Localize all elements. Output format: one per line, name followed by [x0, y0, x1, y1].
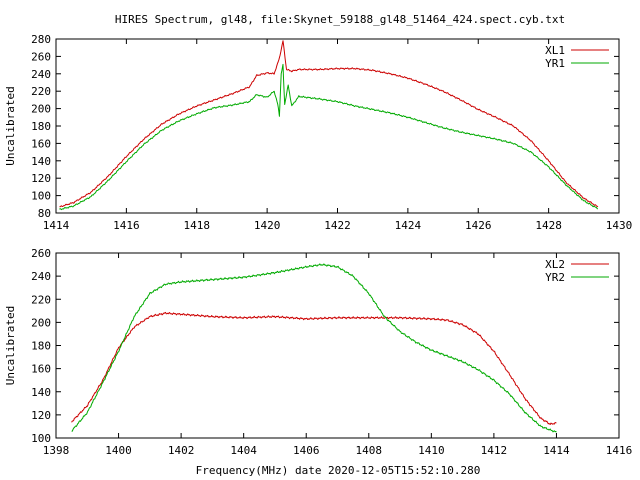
x-tick-label: 1406 — [293, 444, 320, 457]
x-tick-label: 1400 — [105, 444, 132, 457]
plot-frame — [55, 38, 620, 214]
plot-frame — [55, 252, 620, 439]
x-tick-label: 1402 — [168, 444, 195, 457]
x-tick-label: 1416 — [606, 444, 633, 457]
x-tick-label: 1414 — [43, 219, 70, 232]
x-axis-label: Frequency(MHz) date 2020-12-05T15:52:10.… — [196, 464, 481, 477]
y-tick-label: 240 — [31, 68, 51, 81]
x-tick-label: 1408 — [356, 444, 383, 457]
y-tick-label: 200 — [31, 103, 51, 116]
y-tick-label: 120 — [31, 172, 51, 185]
y-tick-label: 260 — [31, 50, 51, 63]
y-tick-label: 140 — [31, 155, 51, 168]
x-tick-label: 1404 — [230, 444, 257, 457]
x-tick-label: 1422 — [324, 219, 351, 232]
y-tick-label: 160 — [31, 137, 51, 150]
legend-label-xl1: XL1 — [545, 44, 565, 57]
y-tick-label: 220 — [31, 293, 51, 306]
series-line-yr2 — [71, 263, 557, 433]
series-line-yr1 — [59, 63, 598, 211]
legend-label-yr1: YR1 — [545, 57, 565, 70]
x-tick-label: 1428 — [535, 219, 562, 232]
x-tick-label: 1412 — [481, 444, 508, 457]
x-tick-label: 1430 — [606, 219, 633, 232]
y-tick-label: 220 — [31, 85, 51, 98]
series-line-xl1 — [59, 40, 599, 208]
x-tick-label: 1424 — [395, 219, 422, 232]
y-tick-label: 160 — [31, 363, 51, 376]
y-axis-label: Uncalibrated — [4, 86, 17, 165]
top-spectrum-panel: 1414 1416 1418 1420 1422 1424 1426 1428 1430 80 10… — [4, 33, 632, 232]
y-tick-label: 180 — [31, 120, 51, 133]
y-tick-label: 180 — [31, 340, 51, 353]
x-tick-label: 1426 — [465, 219, 492, 232]
y-tick-label: 140 — [31, 386, 51, 399]
x-tick-label: 1398 — [43, 444, 70, 457]
y-tick-label: 100 — [31, 190, 51, 203]
y-tick-label: 240 — [31, 270, 51, 283]
y-tick-label: 80 — [38, 207, 51, 220]
legend-label-xl2: XL2 — [545, 258, 565, 271]
y-tick-label: 200 — [31, 316, 51, 329]
x-tick-label: 1414 — [543, 444, 570, 457]
legend-label-yr2: YR2 — [545, 271, 565, 284]
y-tick-label: 100 — [31, 432, 51, 445]
series-line-xl2 — [71, 311, 557, 425]
y-tick-label: 260 — [31, 247, 51, 260]
x-tick-label: 1418 — [184, 219, 211, 232]
x-tick-label: 1420 — [254, 219, 281, 232]
x-tick-label: 1410 — [418, 444, 445, 457]
y-tick-label: 120 — [31, 409, 51, 422]
y-axis-label: Uncalibrated — [4, 306, 17, 385]
y-tick-label: 280 — [31, 33, 51, 46]
figure-title: HIRES Spectrum, gl48, file:Skynet_59188_… — [115, 13, 565, 26]
bottom-spectrum-panel: 1398 1400 1402 1404 1406 1408 1410 1412 1414 1416… — [4, 247, 632, 457]
x-tick-label: 1416 — [113, 219, 140, 232]
